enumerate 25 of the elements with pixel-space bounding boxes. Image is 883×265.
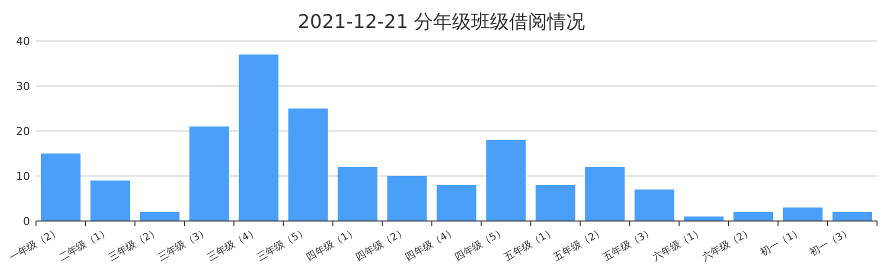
x-tick-label: 初一（1） [758, 225, 804, 259]
bar [140, 212, 180, 221]
bar [90, 180, 130, 221]
x-tick-label: 初一（3） [808, 225, 854, 259]
bar [634, 190, 674, 221]
bar [585, 167, 625, 221]
bar [832, 212, 872, 221]
bar [436, 185, 476, 221]
bar [189, 126, 229, 221]
x-tick-label: 六年级（2） [700, 225, 755, 264]
bar [387, 176, 427, 221]
bar [783, 208, 823, 221]
chart-title: 2021-12-21 分年级班级借阅情况 [298, 11, 586, 33]
y-tick-label: 0 [23, 215, 30, 228]
bar [40, 154, 81, 221]
y-tick-label: 10 [16, 170, 30, 183]
y-tick-label: 40 [16, 35, 30, 48]
y-tick-label: 20 [16, 125, 30, 138]
bar [338, 167, 378, 221]
bar [536, 185, 576, 221]
bar [288, 108, 328, 221]
y-tick-label: 30 [16, 80, 30, 93]
bar [486, 140, 526, 221]
bar [734, 212, 774, 221]
bar [238, 54, 278, 221]
